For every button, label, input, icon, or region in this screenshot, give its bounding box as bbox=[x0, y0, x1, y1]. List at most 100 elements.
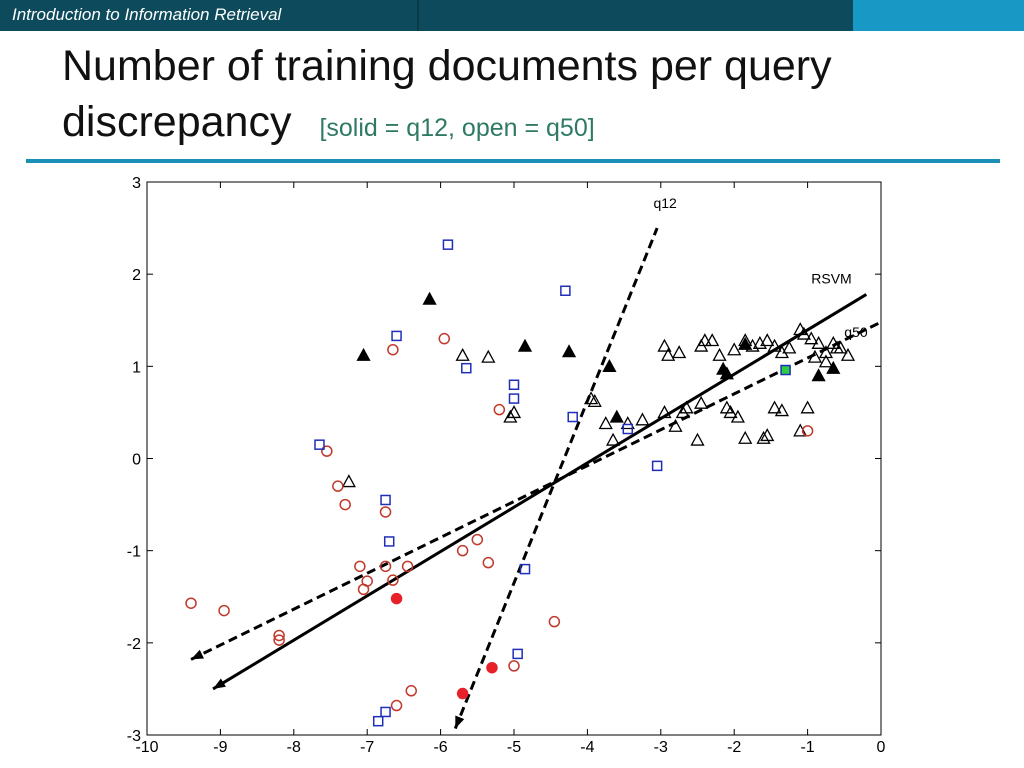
fit-lines bbox=[190, 227, 882, 730]
slide-title: Number of training documents per query d… bbox=[62, 38, 1002, 156]
point-circle bbox=[438, 332, 451, 345]
point-triangle bbox=[727, 342, 742, 356]
point-square bbox=[442, 239, 454, 250]
point-circle bbox=[339, 498, 351, 511]
point-square bbox=[391, 330, 402, 342]
x-tick-label: -9 bbox=[213, 739, 227, 756]
point-triangle bbox=[719, 366, 734, 380]
header-divider bbox=[417, 0, 419, 31]
point-square bbox=[508, 393, 520, 404]
point-triangle bbox=[756, 430, 771, 444]
point-triangle bbox=[804, 331, 819, 345]
x-tick-label: -7 bbox=[360, 739, 374, 756]
point-triangle bbox=[609, 409, 624, 423]
point-circle bbox=[273, 629, 285, 642]
point-triangle bbox=[583, 391, 599, 405]
point-square bbox=[622, 423, 634, 435]
fit-line-q12 bbox=[453, 227, 659, 730]
arrowhead-rsvm bbox=[213, 678, 226, 689]
point-circle bbox=[801, 425, 814, 437]
point-triangle bbox=[723, 405, 738, 419]
point-square bbox=[567, 411, 578, 423]
point-triangle bbox=[668, 418, 683, 432]
data-points bbox=[185, 239, 856, 727]
point-triangle bbox=[818, 345, 834, 359]
x-tick-label: -10 bbox=[135, 739, 158, 756]
point-circle bbox=[508, 660, 520, 672]
point-square bbox=[372, 715, 384, 727]
point-triangle bbox=[503, 409, 518, 423]
point-triangle bbox=[738, 333, 753, 347]
point-square bbox=[461, 362, 472, 374]
point-triangle bbox=[767, 400, 782, 414]
x-tick-label: 0 bbox=[877, 739, 886, 756]
point-circle bbox=[390, 699, 403, 712]
fit-line-q50 bbox=[190, 320, 882, 661]
plot-frame bbox=[146, 181, 882, 736]
point-triangle bbox=[738, 336, 753, 350]
point-triangle bbox=[620, 416, 635, 430]
arrowhead-q12 bbox=[455, 715, 465, 729]
point-square bbox=[651, 460, 663, 472]
point-circle bbox=[218, 604, 230, 617]
point-triangle bbox=[811, 335, 826, 349]
point-square bbox=[314, 439, 325, 450]
point-triangle bbox=[635, 412, 650, 426]
point-triangle bbox=[811, 368, 826, 382]
point-circle bbox=[471, 533, 484, 546]
point-triangle bbox=[598, 416, 613, 430]
point-square bbox=[780, 364, 791, 376]
point-triangle bbox=[341, 474, 356, 488]
point-square bbox=[512, 648, 523, 660]
point-circle bbox=[354, 560, 366, 573]
y-tick-label: 0 bbox=[132, 452, 141, 469]
point-triangle bbox=[697, 333, 712, 347]
arrowhead-q50 bbox=[191, 649, 205, 660]
point-triangle bbox=[481, 349, 496, 363]
point-triangle bbox=[675, 405, 690, 419]
point-triangle bbox=[782, 340, 797, 354]
point-circle bbox=[387, 574, 399, 586]
y-tick-label: -1 bbox=[127, 544, 141, 561]
x-tick-label: -2 bbox=[727, 739, 741, 756]
point-circle bbox=[379, 560, 392, 573]
point-circle bbox=[456, 544, 469, 557]
y-tick-label: -2 bbox=[127, 636, 141, 653]
point-triangle bbox=[807, 349, 823, 363]
point-circle bbox=[486, 661, 498, 674]
slide-title-line2-row: discrepancy [solid = q12, open = q50] bbox=[62, 94, 1002, 156]
point-circle bbox=[401, 560, 414, 573]
point-triangle bbox=[800, 400, 815, 414]
x-tick-label: -1 bbox=[800, 739, 814, 756]
point-triangle bbox=[587, 393, 602, 408]
point-triangle bbox=[517, 338, 533, 352]
point-square bbox=[380, 494, 391, 506]
y-tick-label: 2 bbox=[132, 267, 141, 284]
point-triangle bbox=[760, 428, 775, 442]
point-circle bbox=[390, 592, 403, 605]
point-circle bbox=[379, 506, 392, 518]
x-tick-label: -5 bbox=[507, 739, 521, 756]
fit-line-rsvm bbox=[212, 293, 868, 691]
point-triangle bbox=[356, 347, 371, 361]
slide-title-line1: Number of training documents per query bbox=[62, 42, 832, 90]
line-annotations: q12 RSVM q50 bbox=[653, 195, 867, 340]
point-triangle bbox=[760, 333, 775, 347]
point-circle bbox=[332, 480, 344, 492]
course-title: Introduction to Information Retrieval bbox=[12, 5, 282, 24]
point-triangle bbox=[796, 326, 812, 340]
point-square bbox=[519, 563, 531, 575]
point-triangle bbox=[829, 340, 845, 354]
point-triangle bbox=[672, 345, 687, 359]
point-triangle bbox=[840, 347, 856, 361]
point-square bbox=[508, 379, 520, 391]
point-triangle bbox=[767, 338, 782, 352]
point-triangle bbox=[422, 291, 437, 305]
x-tick-label: -6 bbox=[433, 739, 447, 756]
point-circle bbox=[548, 615, 561, 628]
point-triangle bbox=[690, 432, 705, 446]
point-square bbox=[380, 706, 391, 718]
line-label-q50: q50 bbox=[844, 324, 868, 340]
x-tick-label: -4 bbox=[580, 739, 594, 756]
point-triangle bbox=[605, 432, 621, 446]
